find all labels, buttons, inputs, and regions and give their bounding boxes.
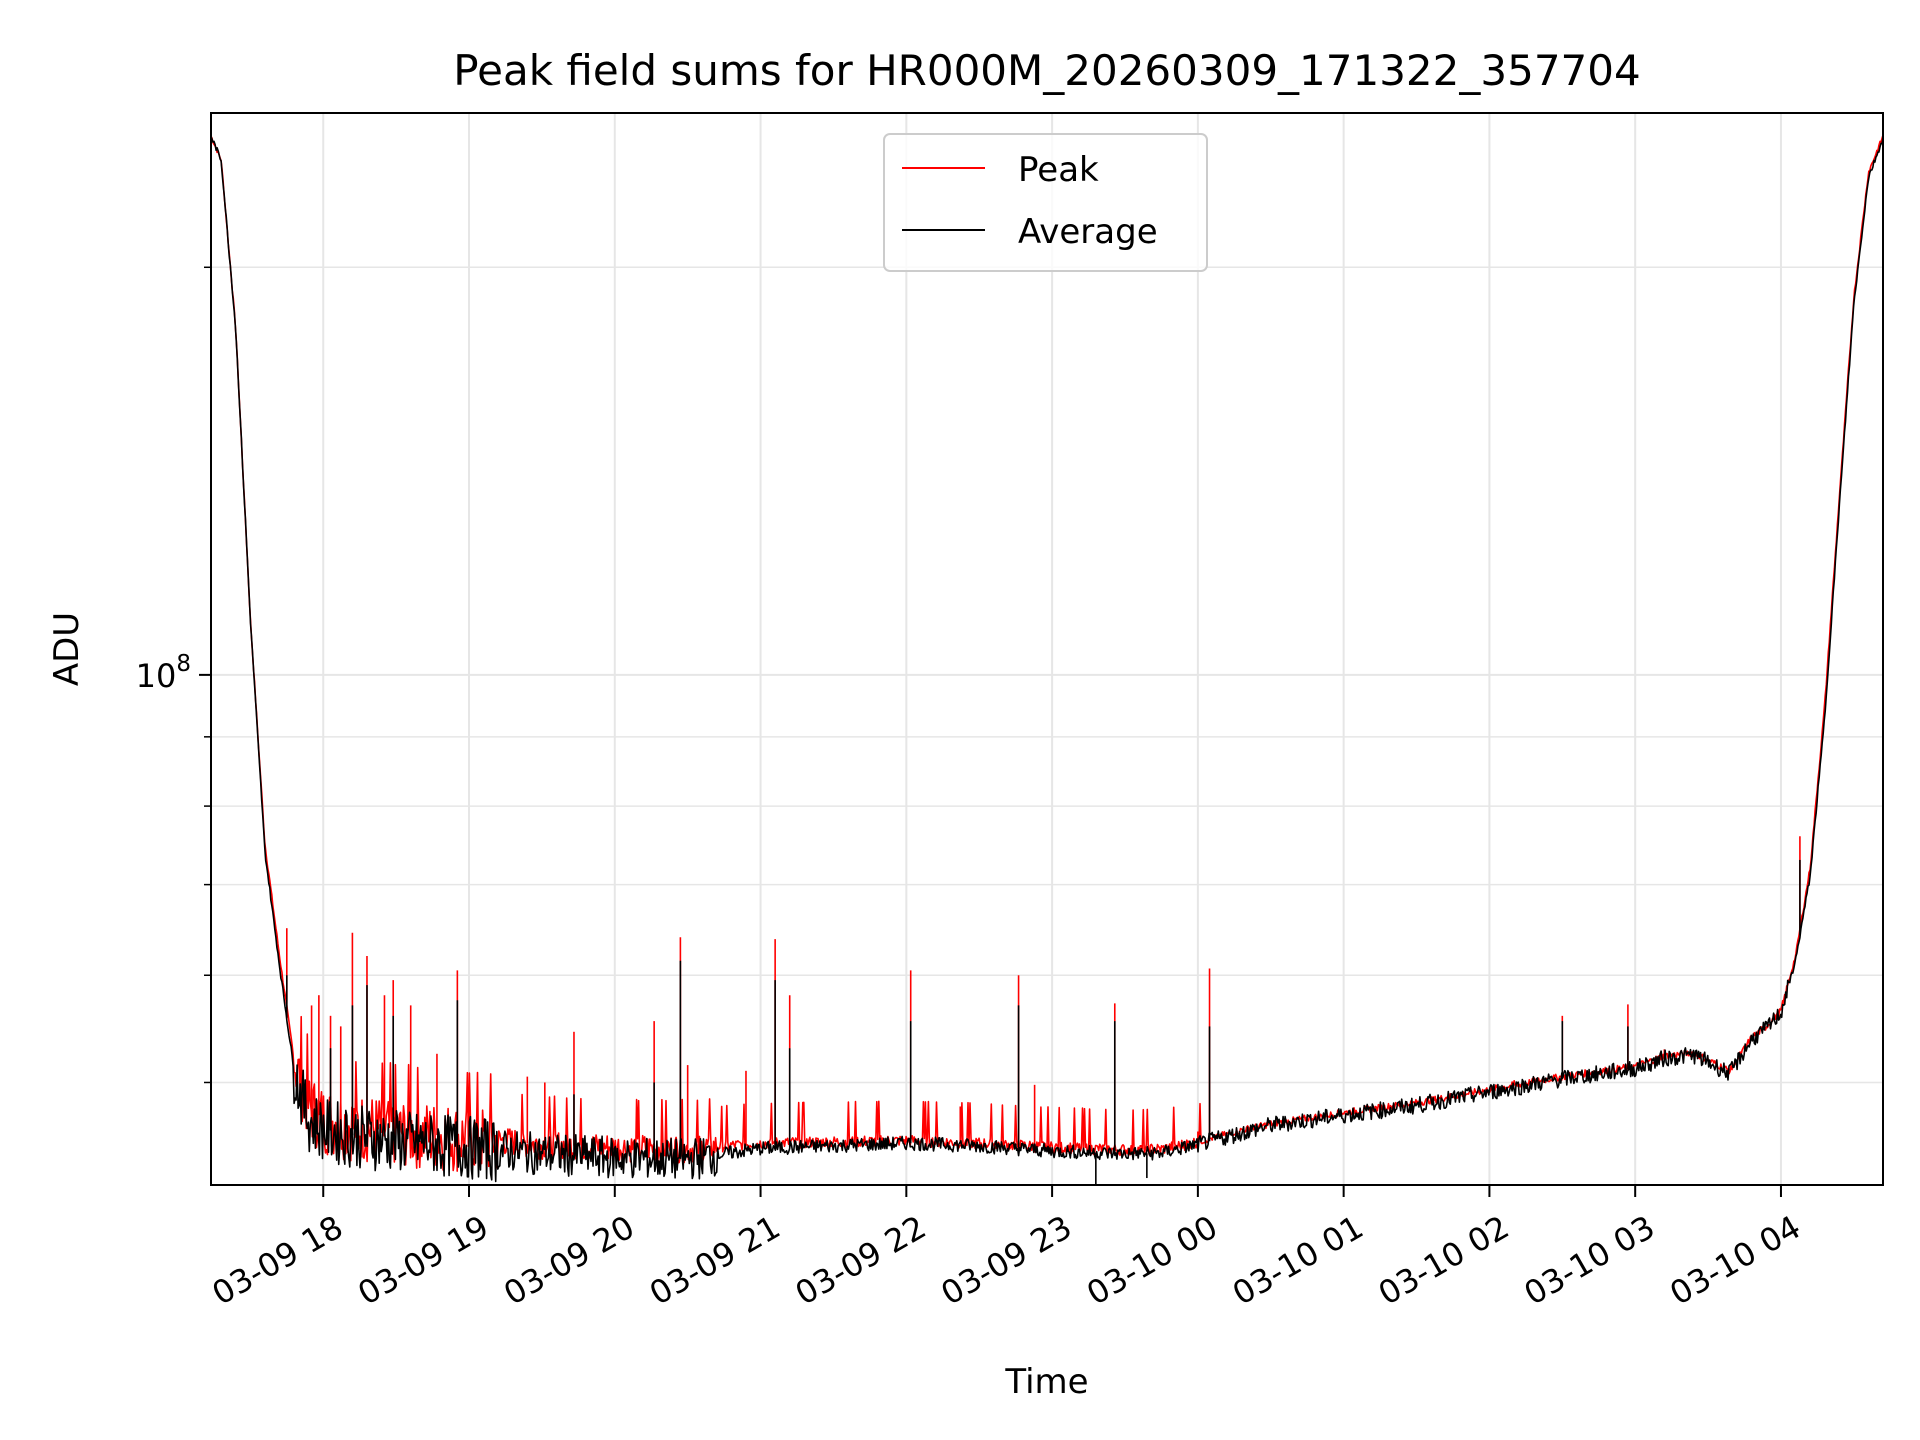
y-tick-label-base: 10 (136, 657, 177, 695)
y-axis-label: ADU (47, 612, 87, 686)
series-average (210, 136, 1884, 1185)
plot-area-frame (210, 112, 1884, 1186)
legend-peak-label: Peak (1018, 150, 1099, 190)
series-line-average (210, 136, 1884, 1183)
chart-title: Peak field sums for HR000M_20260309_1713… (453, 46, 1640, 95)
y-tick-label-exponent: 8 (176, 651, 191, 677)
series-layer (210, 134, 1884, 1185)
legend-average-label: Average (1018, 212, 1158, 252)
y-tick-label: 108 (136, 651, 191, 695)
legend: Peak Average (883, 133, 1208, 272)
x-axis-label: Time (1004, 1362, 1088, 1402)
